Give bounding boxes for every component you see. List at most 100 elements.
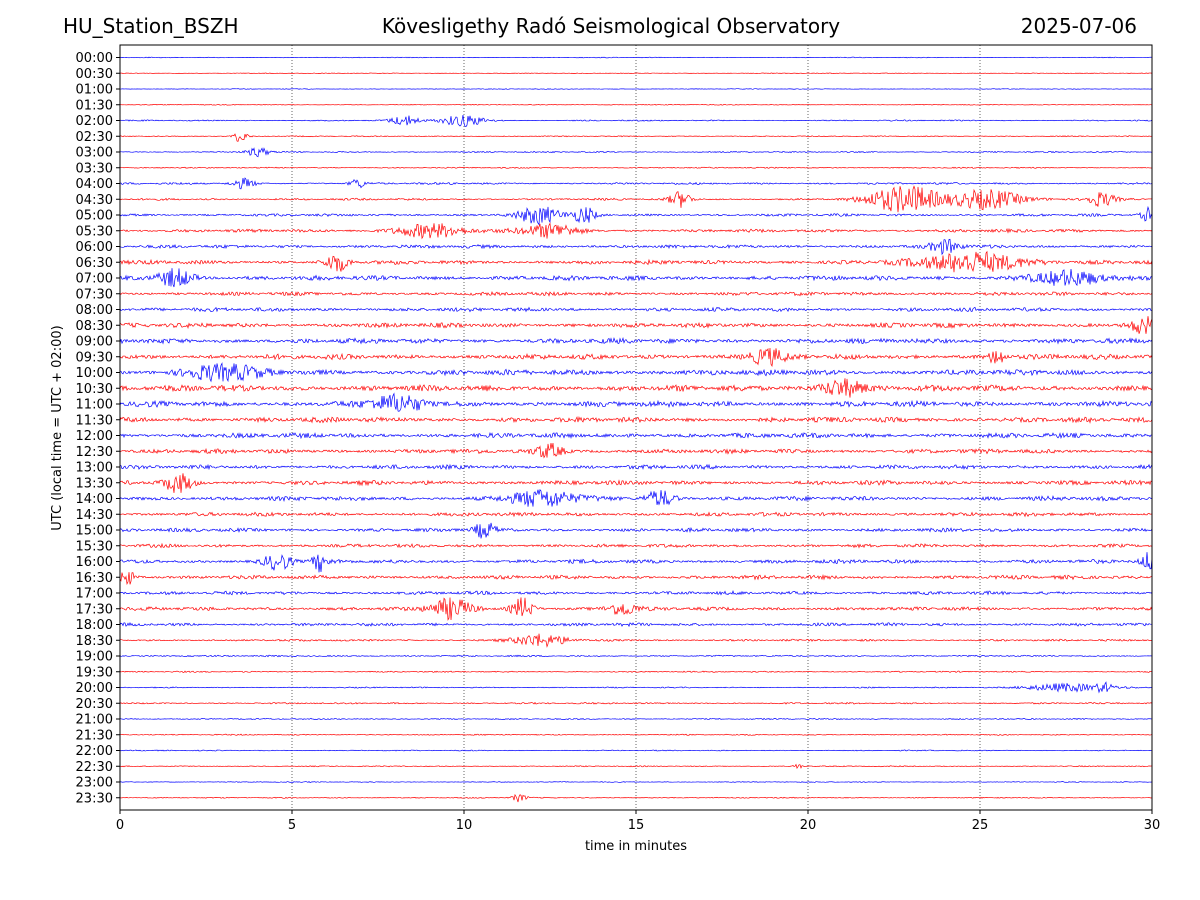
y-tick-label: 09:30 [76, 350, 113, 365]
y-tick-label: 06:00 [76, 240, 113, 255]
trace-1200 [119, 432, 1153, 440]
y-axis: 00:0000:3001:0001:3002:0002:3003:0003:30… [76, 51, 120, 806]
trace-0500 [119, 205, 1153, 226]
trace-0700 [119, 268, 1153, 288]
trace-2000 [119, 681, 1153, 694]
trace-0230 [119, 133, 1153, 142]
y-tick-label: 18:00 [76, 618, 113, 633]
trace-1430 [119, 511, 1153, 518]
trace-1230 [119, 443, 1153, 459]
trace-1600 [119, 552, 1153, 573]
y-tick-label: 01:00 [76, 83, 113, 98]
y-tick-label: 14:00 [76, 492, 113, 507]
x-tick-label: 10 [456, 818, 473, 833]
trace-2200 [119, 749, 1153, 752]
observatory-title: Kövesligethy Radó Seismological Observat… [381, 14, 841, 38]
y-tick-label: 01:30 [76, 98, 113, 113]
trace-0000 [119, 56, 1153, 59]
trace-2030 [119, 701, 1153, 705]
y-tick-label: 23:30 [76, 791, 113, 806]
trace-0430 [119, 185, 1153, 213]
record-date: 2025-07-06 [1020, 14, 1137, 38]
trace-0130 [119, 103, 1153, 106]
x-tick-label: 0 [116, 818, 124, 833]
trace-1930 [119, 670, 1153, 673]
y-tick-label: 18:30 [76, 634, 113, 649]
trace-1730 [119, 597, 1153, 621]
y-tick-label: 09:00 [76, 335, 113, 350]
y-tick-label: 23:00 [76, 776, 113, 791]
y-tick-label: 11:30 [76, 413, 113, 428]
y-tick-label: 22:30 [76, 760, 113, 775]
trace-1700 [119, 590, 1153, 596]
y-tick-label: 15:30 [76, 539, 113, 554]
y-tick-label: 19:30 [76, 665, 113, 680]
trace-0100 [120, 88, 1153, 90]
y-tick-label: 19:00 [76, 650, 113, 665]
trace-0600 [119, 238, 1153, 256]
trace-0030 [119, 72, 1153, 74]
trace-0400 [119, 177, 1153, 190]
y-tick-label: 06:30 [76, 256, 113, 271]
x-tick-label: 20 [800, 818, 817, 833]
y-tick-label: 00:30 [76, 67, 113, 82]
y-tick-label: 07:00 [76, 272, 113, 287]
y-tick-label: 03:00 [76, 146, 113, 161]
trace-0800 [119, 306, 1153, 313]
trace-1300 [119, 463, 1153, 471]
y-tick-label: 16:00 [76, 555, 113, 570]
trace-1830 [119, 633, 1153, 648]
y-tick-label: 00:00 [76, 51, 113, 66]
trace-0300 [119, 147, 1153, 158]
trace-0200 [119, 114, 1153, 127]
y-tick-label: 16:30 [76, 571, 113, 586]
trace-0930 [119, 347, 1153, 368]
trace-0900 [119, 337, 1153, 345]
trace-1800 [119, 621, 1153, 628]
y-tick-label: 14:30 [76, 508, 113, 523]
trace-1500 [119, 522, 1153, 539]
trace-1530 [119, 542, 1153, 549]
y-tick-label: 12:00 [76, 429, 113, 444]
y-tick-label: 04:00 [76, 177, 113, 192]
y-tick-label: 21:00 [76, 713, 113, 728]
trace-0630 [119, 250, 1153, 273]
trace-0530 [119, 222, 1153, 240]
trace-0830 [119, 316, 1153, 334]
x-axis: 0 5 10 15 20 25 30 [116, 810, 1160, 833]
y-tick-label: 05:00 [76, 209, 113, 224]
x-tick-label: 5 [288, 818, 296, 833]
y-tick-label: 13:00 [76, 461, 113, 476]
y-tick-label: 15:00 [76, 524, 113, 539]
y-tick-label: 05:30 [76, 224, 113, 239]
trace-1630 [119, 572, 1153, 586]
trace-1130 [119, 415, 1153, 424]
y-tick-label: 02:30 [76, 130, 113, 145]
x-tick-label: 15 [628, 818, 645, 833]
y-tick-label: 17:00 [76, 587, 113, 602]
trace-2100 [119, 717, 1153, 721]
y-tick-label: 04:30 [76, 193, 113, 208]
y-tick-label: 02:00 [76, 114, 113, 129]
y-tick-label: 12:30 [76, 445, 113, 460]
y-tick-label: 08:00 [76, 303, 113, 318]
y-tick-label: 20:30 [76, 697, 113, 712]
trace-0330 [119, 166, 1153, 169]
y-tick-label: 03:30 [76, 161, 113, 176]
x-tick-label: 25 [972, 818, 989, 833]
y-tick-label: 07:30 [76, 287, 113, 302]
y-tick-label: 22:00 [76, 744, 113, 759]
y-tick-label: 21:30 [76, 728, 113, 743]
trace-1900 [119, 654, 1153, 658]
y-tick-label: 17:30 [76, 602, 113, 617]
trace-2130 [119, 733, 1153, 736]
y-tick-label: 08:30 [76, 319, 113, 334]
y-tick-label: 11:00 [76, 398, 113, 413]
trace-2330 [120, 793, 1153, 803]
trace-0730 [119, 290, 1153, 297]
y-tick-label: 20:00 [76, 681, 113, 696]
trace-1030 [119, 378, 1153, 398]
trace-1000 [119, 362, 1153, 383]
x-tick-label: 30 [1144, 818, 1161, 833]
